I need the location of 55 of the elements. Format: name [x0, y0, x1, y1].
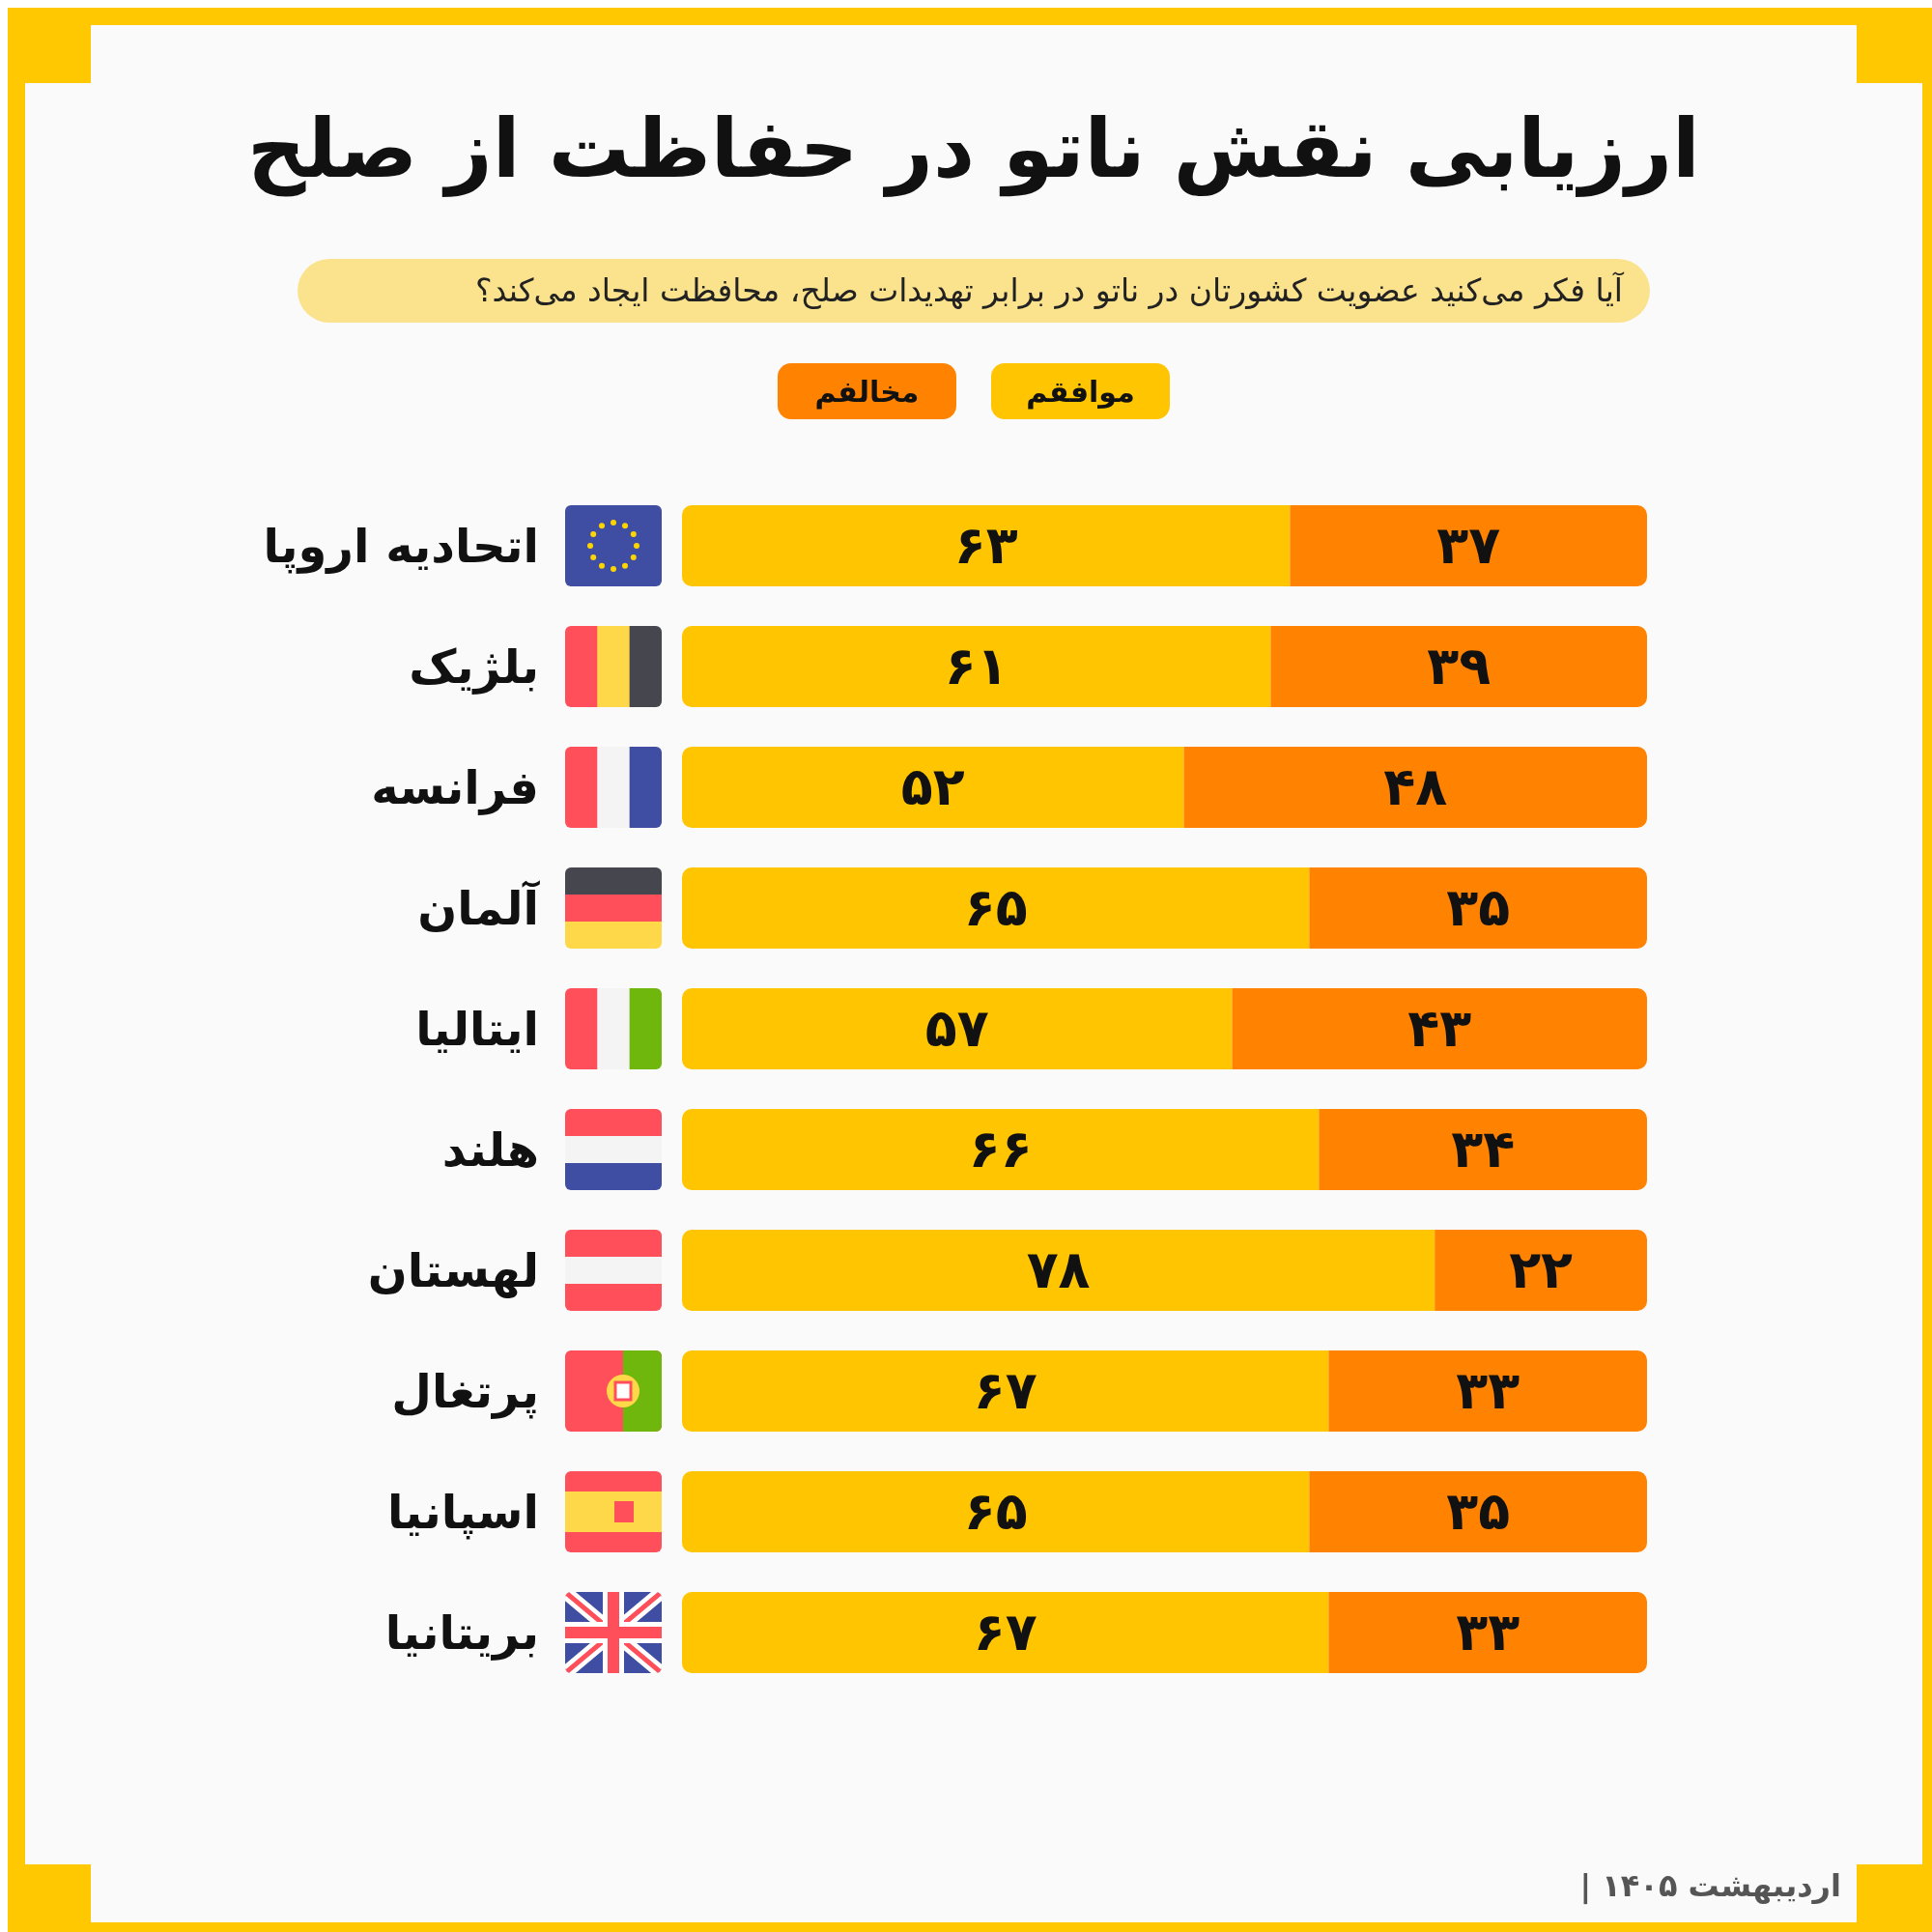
bar — [1319, 1109, 1647, 1190]
y-tick-label: بریتانیا — [384, 1605, 539, 1661]
data-label: ۴۳ — [1407, 998, 1472, 1059]
data-label: ۶۵ — [963, 1481, 1028, 1542]
data-label: ۳۳ — [1456, 1602, 1520, 1662]
bar — [682, 505, 1291, 586]
y-tick-label: پرتغال — [391, 1364, 539, 1419]
y-tick-label: اتحادیه اروپا — [263, 519, 539, 574]
y-tick-label: آلمان — [417, 880, 541, 935]
bar — [1183, 747, 1647, 828]
y-tick-label: اسپانیا — [387, 1485, 539, 1540]
bar — [682, 1230, 1435, 1311]
bar — [1328, 1592, 1647, 1673]
bar — [1328, 1350, 1647, 1432]
data-label: ۵۷ — [924, 998, 989, 1059]
data-label: ۳۵ — [1446, 1481, 1511, 1542]
text: موافقم — [1026, 375, 1135, 410]
data-label: ۲۲ — [1509, 1239, 1574, 1300]
y-tick-label: لهستان — [367, 1243, 539, 1298]
data-label: ۷۸ — [1026, 1239, 1091, 1300]
data-label: ۳۵ — [1446, 877, 1511, 938]
data-label: ۶۷ — [973, 1360, 1037, 1421]
data-label: ۳۴ — [1451, 1119, 1516, 1179]
y-tick-label: فرانسه — [371, 760, 539, 815]
data-label: ۶۶ — [968, 1119, 1033, 1179]
y-tick-label: بلژیک — [409, 639, 539, 695]
data-label: ۶۵ — [963, 877, 1028, 938]
y-tick-label: هلند — [441, 1122, 539, 1177]
bar — [682, 1350, 1329, 1432]
data-label: ۶۷ — [973, 1602, 1037, 1662]
bar — [682, 626, 1271, 707]
bar — [1309, 867, 1647, 949]
data-label: ۳۷ — [1436, 515, 1501, 576]
bar — [682, 1109, 1320, 1190]
text: | اردیبهشت ۱۴۰۵ — [1579, 1867, 1841, 1905]
data-label: ۴۸ — [1383, 756, 1448, 817]
bar — [1290, 505, 1647, 586]
bar — [682, 747, 1184, 828]
bar — [682, 1592, 1329, 1673]
data-label: ۵۲ — [900, 756, 965, 817]
chart-title: ارزیابی نقش ناتو در حفاظت از صلح — [247, 101, 1700, 197]
bar — [682, 988, 1233, 1069]
data-label: ۶۳ — [953, 515, 1018, 576]
data-label: ۶۱ — [944, 636, 1009, 696]
bar — [1309, 1471, 1647, 1552]
bar — [682, 1471, 1310, 1552]
y-tick-label: ایتالیا — [415, 1002, 539, 1056]
bar — [1435, 1230, 1647, 1311]
bar — [1270, 626, 1647, 707]
data-label: ۳۹ — [1427, 636, 1492, 696]
text: مخالفم — [814, 375, 920, 410]
data-label: ۳۳ — [1456, 1360, 1520, 1421]
bar — [682, 867, 1310, 949]
bar — [1232, 988, 1647, 1069]
chart-subtitle: آیا فکر می‌کنید عضویت کشورتان در ناتو در برابر تهدیدات صلح، محافظت ایجاد می‌کند؟ — [474, 271, 1625, 309]
